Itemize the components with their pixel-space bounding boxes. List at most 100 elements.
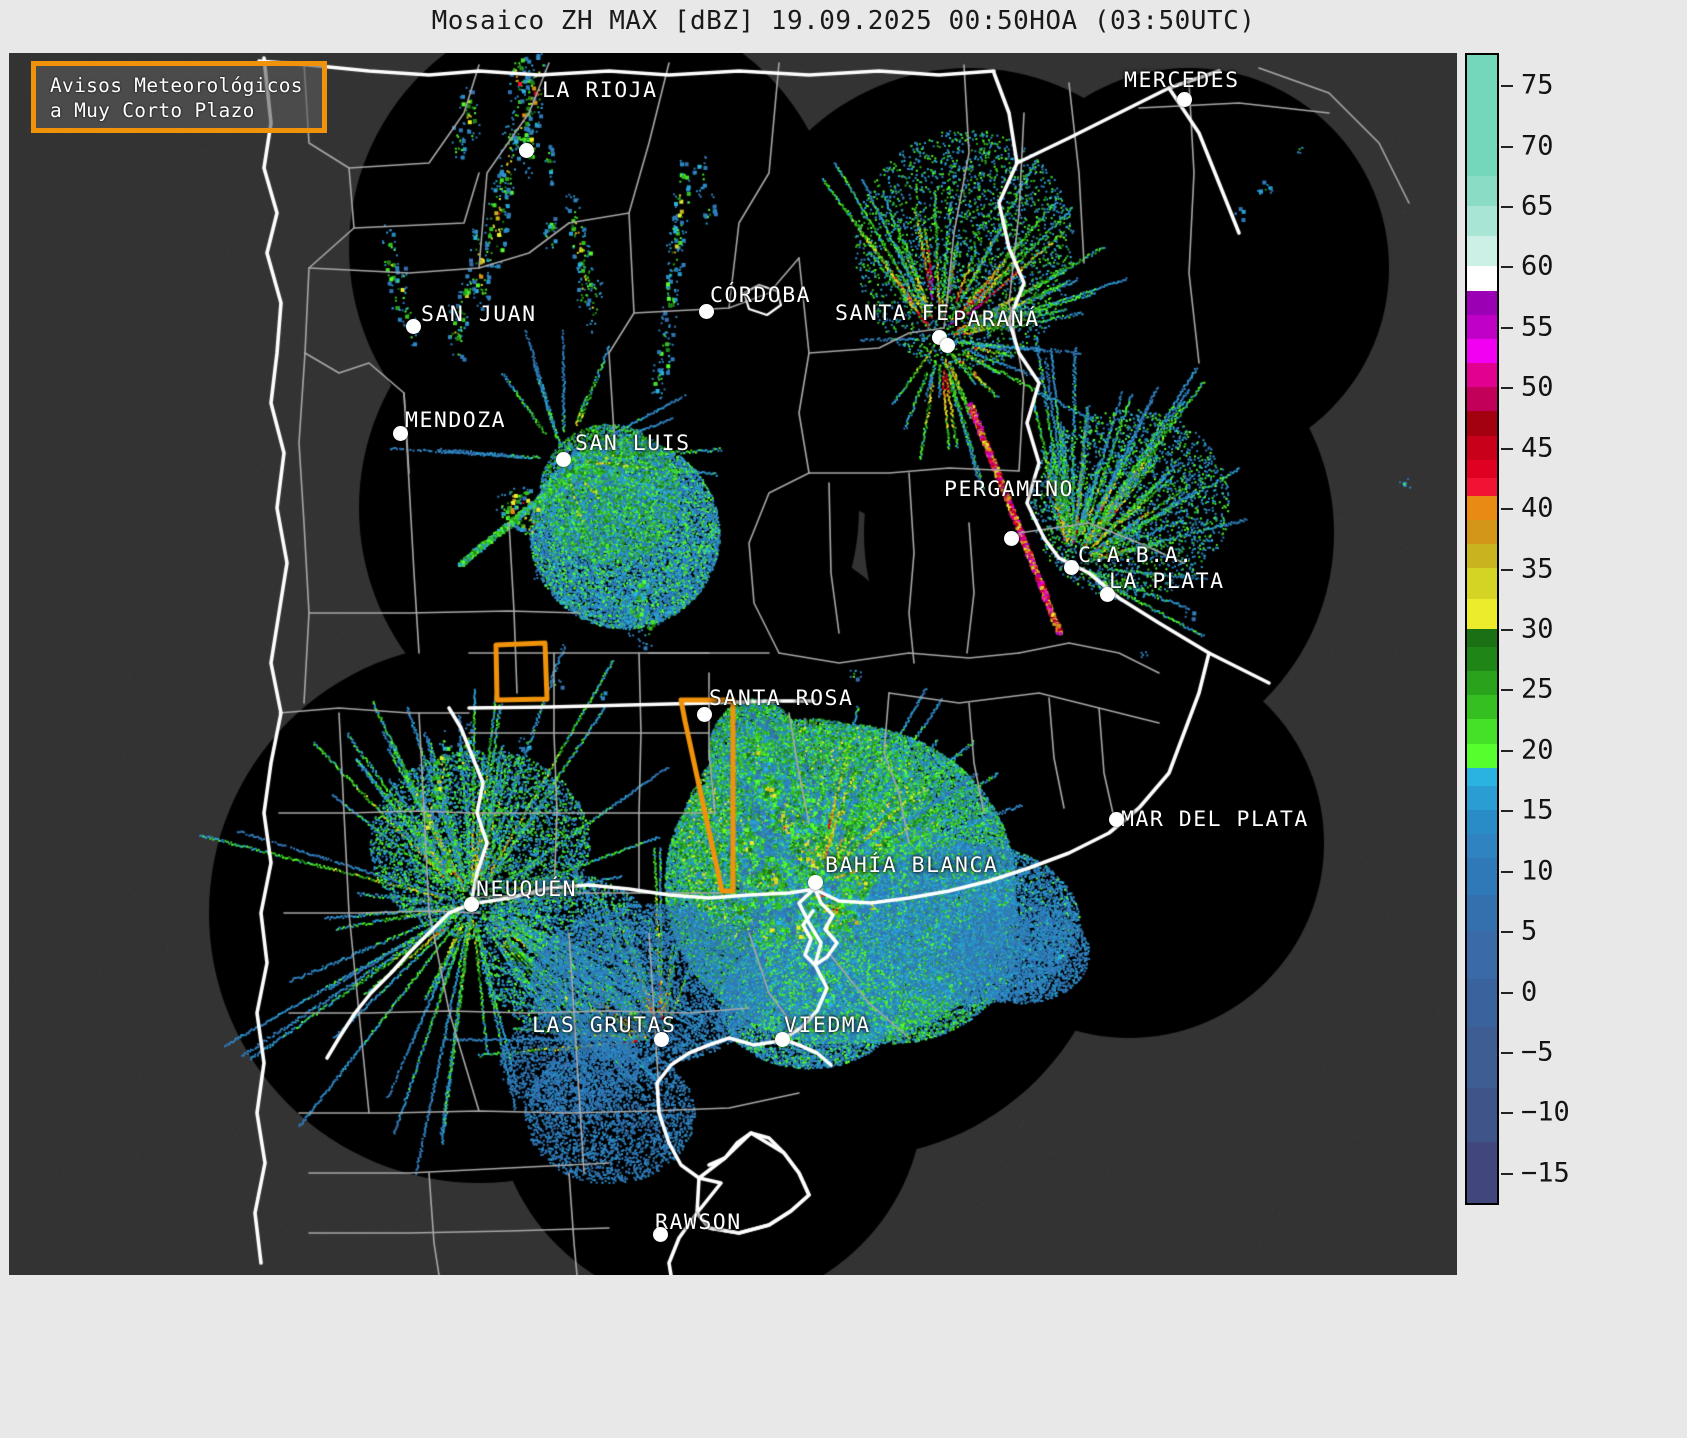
colorbar-segment <box>1467 719 1497 744</box>
colorbar-segment <box>1467 290 1497 315</box>
colorbar-tick-label: 20 <box>1521 734 1554 766</box>
colorbar-tick-mark <box>1501 629 1513 631</box>
colorbar-tick-label: 0 <box>1521 976 1538 1008</box>
colorbar-tick-mark <box>1501 508 1513 511</box>
colorbar-tick-label: −15 <box>1521 1157 1570 1189</box>
city-marker-dot <box>1064 560 1079 575</box>
city-marker-dot <box>556 452 571 467</box>
colorbar-tick-label: 75 <box>1521 69 1554 101</box>
city-marker-dot <box>808 875 823 890</box>
colorbar-segment <box>1467 544 1497 569</box>
colorbar-segment <box>1467 411 1497 436</box>
city-marker-dot <box>393 426 408 441</box>
colorbar-tick-label: 45 <box>1521 432 1554 464</box>
colorbar-segment <box>1467 743 1497 768</box>
colorbar-tick-label: 65 <box>1521 190 1554 222</box>
colorbar-segment <box>1467 834 1497 859</box>
colorbar-tick-mark <box>1501 1172 1513 1175</box>
city-marker-dot <box>406 319 421 334</box>
colorbar-segment <box>1467 671 1497 696</box>
colorbar-tick-mark <box>1501 85 1513 88</box>
colorbar-tick-label: 5 <box>1521 915 1538 947</box>
city-marker-dot <box>654 1032 669 1047</box>
colorbar-tick-mark <box>1501 145 1513 148</box>
colorbar-segment <box>1467 387 1497 412</box>
colorbar-segment <box>1467 55 1497 116</box>
warning-legend-box: Avisos Meteorológicos a Muy Corto Plazo <box>31 61 327 133</box>
colorbar-tick-mark <box>1501 1051 1513 1054</box>
colorbar-tick-label: 70 <box>1521 130 1554 162</box>
page-title: Mosaico ZH MAX [dBZ] 19.09.2025 00:50HOA… <box>431 6 1256 36</box>
colorbar-segment <box>1467 646 1497 672</box>
footer-logos: Servicio Meteorológico Nacional Argentin… <box>0 1278 1687 1438</box>
city-marker-dot <box>1004 531 1019 546</box>
colorbar-tick-mark <box>1501 568 1513 571</box>
city-marker-dot <box>940 338 955 353</box>
colorbar-tick-label: 60 <box>1521 250 1554 282</box>
city-marker-dot <box>464 897 479 912</box>
city-marker-dot <box>697 707 712 722</box>
colorbar-segment <box>1467 598 1497 629</box>
city-marker-dot <box>653 1227 668 1242</box>
colorbar-segment <box>1467 459 1497 478</box>
colorbar-tick-mark <box>1501 387 1513 390</box>
colorbar-tick-mark <box>1501 447 1513 450</box>
colorbar-tick-mark <box>1501 266 1513 269</box>
colorbar-segment <box>1467 695 1497 720</box>
colorbar-segment <box>1467 338 1497 364</box>
colorbar-segment <box>1467 314 1497 339</box>
colorbar-segment <box>1467 930 1497 980</box>
radar-map-panel[interactable]: Avisos Meteorológicos a Muy Corto Plazo … <box>9 53 1457 1275</box>
colorbar-tick-mark <box>1501 991 1513 994</box>
colorbar-tick-label: 50 <box>1521 371 1554 403</box>
colorbar-segment <box>1467 568 1497 599</box>
colorbar-segment <box>1467 1142 1497 1203</box>
colorbar-segment <box>1467 520 1497 545</box>
colorbar-ticks: 75 70 65 60 55 50 45 40 35 30 25 20 15 10 5 0 −5 −10 −15 <box>1501 53 1681 1205</box>
radar-map-canvas[interactable] <box>9 53 1457 1275</box>
colorbar-tick-mark <box>1501 931 1513 934</box>
colorbar-segment <box>1467 858 1497 895</box>
colorbar-tick-mark <box>1501 749 1513 752</box>
colorbar-segment <box>1467 175 1497 207</box>
warning-legend-line1: Avisos Meteorológicos <box>50 74 303 97</box>
colorbar-segment <box>1467 236 1497 267</box>
colorbar-segment <box>1467 115 1497 176</box>
colorbar-tick-mark <box>1501 326 1513 329</box>
city-marker-dot <box>519 143 534 158</box>
colorbar-segment <box>1467 894 1497 931</box>
colorbar-segment <box>1467 363 1497 388</box>
city-marker-dot <box>1100 587 1115 602</box>
colorbar-tick-label: −10 <box>1521 1096 1570 1128</box>
colorbar-tick-mark <box>1501 689 1513 692</box>
colorbar <box>1465 53 1499 1205</box>
colorbar-tick-mark <box>1501 206 1513 209</box>
colorbar-tick-mark <box>1501 1112 1513 1115</box>
colorbar-tick-label: 30 <box>1521 613 1554 645</box>
colorbar-tick-label: 25 <box>1521 673 1554 705</box>
colorbar-segment <box>1467 477 1497 496</box>
colorbar-segment <box>1467 785 1497 810</box>
colorbar-tick-label: 35 <box>1521 553 1554 585</box>
colorbar-tick-mark <box>1501 810 1513 813</box>
colorbar-segment <box>1467 767 1497 786</box>
colorbar-tick-label: 40 <box>1521 492 1554 524</box>
warning-legend-line2: a Muy Corto Plazo <box>50 99 255 123</box>
colorbar-segment <box>1467 495 1497 521</box>
colorbar-tick-label: 15 <box>1521 794 1554 826</box>
city-marker-dot <box>1109 812 1124 827</box>
city-marker-dot <box>699 304 714 319</box>
city-marker-dot <box>775 1032 790 1047</box>
colorbar-tick-mark <box>1501 870 1513 873</box>
colorbar-tick-label: 55 <box>1521 311 1554 343</box>
colorbar-tick-label: 10 <box>1521 855 1554 887</box>
colorbar-segment <box>1467 266 1497 291</box>
colorbar-segment <box>1467 809 1497 835</box>
colorbar-segment <box>1467 979 1497 1028</box>
colorbar-segment <box>1467 1027 1497 1088</box>
colorbar-tick-label: −5 <box>1521 1036 1554 1068</box>
colorbar-segment <box>1467 435 1497 460</box>
city-marker-dot <box>1177 92 1192 107</box>
colorbar-segment <box>1467 1087 1497 1143</box>
